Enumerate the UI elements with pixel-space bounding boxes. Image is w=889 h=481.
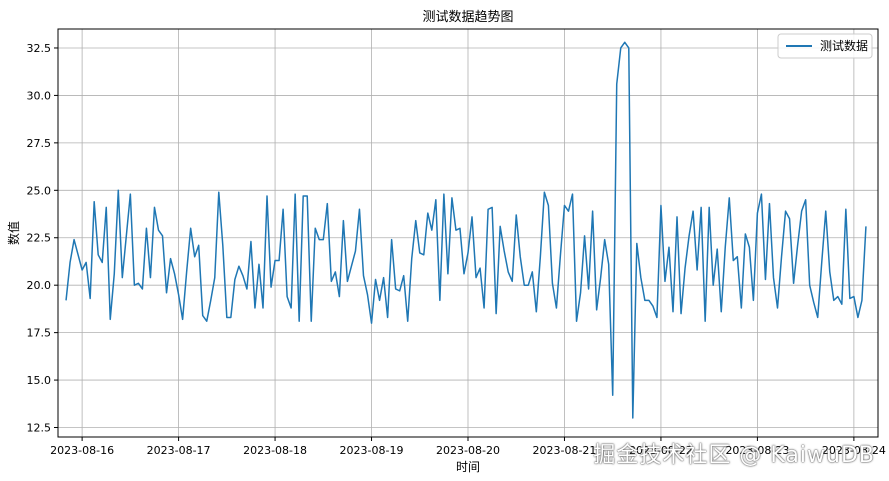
y-tick-label: 15.0 — [27, 374, 52, 387]
y-tick-label: 22.5 — [27, 232, 52, 245]
y-axis-label: 数值 — [6, 221, 21, 245]
y-tick-label: 17.5 — [27, 327, 52, 340]
legend-label: 测试数据 — [820, 38, 868, 53]
y-tick-label: 12.5 — [27, 422, 52, 435]
x-tick-label: 2023-08-20 — [436, 444, 500, 457]
x-tick-label: 2023-08-16 — [50, 444, 114, 457]
y-tick-label: 25.0 — [27, 184, 52, 197]
watermark: 掘金技术社区 @ KaiwuDB — [593, 443, 875, 468]
y-tick-label: 20.0 — [27, 279, 52, 292]
x-tick-label: 2023-08-23 — [725, 444, 789, 457]
x-axis-ticks: 2023-08-16 2023-08-17 2023-08-18 2023-08-19… — [50, 437, 886, 457]
y-axis-ticks: 12.5 15.0 17.5 20.0 22.5 25.0 27.5 30.0 32.5 — [27, 42, 58, 435]
x-tick-label: 2023-08-18 — [243, 444, 307, 457]
x-axis-label: 时间 — [456, 460, 480, 474]
series-lines — [65, 41, 867, 419]
x-tick-label: 2023-08-19 — [340, 444, 404, 457]
legend: 测试数据 — [777, 33, 873, 59]
x-tick-label: 2023-08-21 — [533, 444, 597, 457]
y-tick-label: 30.0 — [27, 89, 52, 102]
y-tick-label: 32.5 — [27, 42, 52, 55]
chart-title: 测试数据趋势图 — [422, 9, 513, 25]
series-line-0 — [65, 41, 867, 419]
y-tick-label: 27.5 — [27, 137, 52, 150]
x-tick-label: 2023-08-24 — [822, 444, 886, 457]
grid — [58, 29, 878, 437]
legend-box — [777, 33, 873, 59]
x-tick-label: 2023-08-22 — [629, 444, 693, 457]
x-tick-label: 2023-08-17 — [147, 444, 211, 457]
